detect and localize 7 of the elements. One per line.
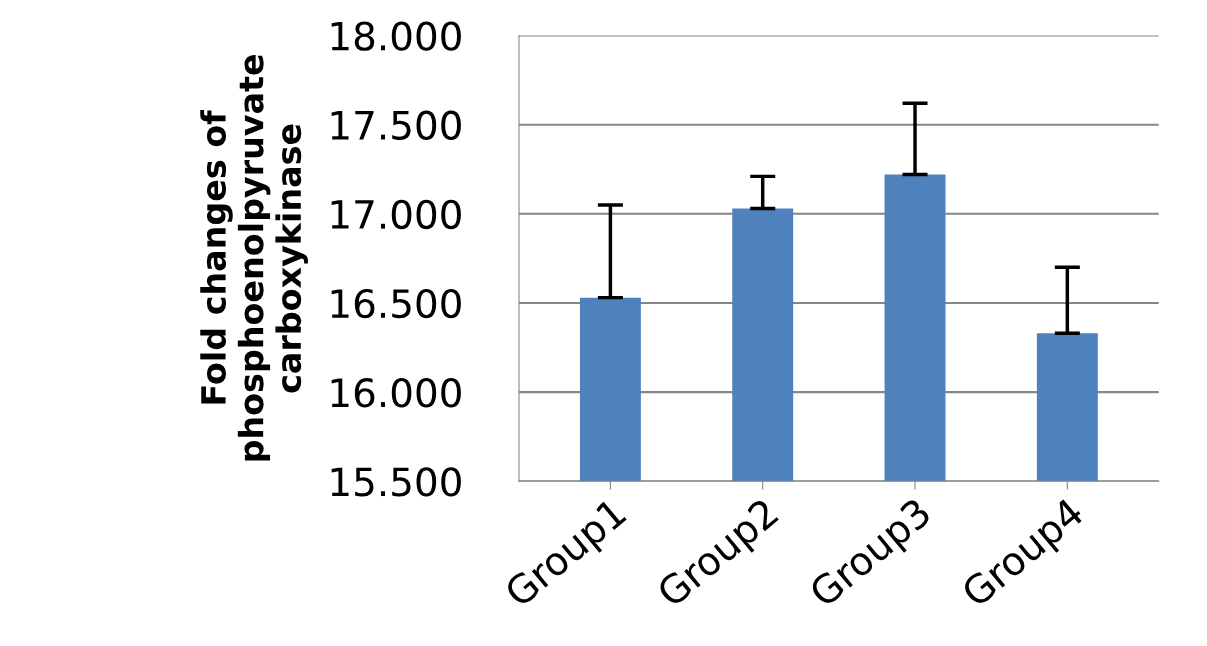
- y-axis-title: Fold changes of phosphoenolpyruvate carboxykinase: [200, 55, 308, 461]
- y-tick-label: 17.500: [331, 110, 461, 141]
- y-tick-label: 17.000: [331, 199, 461, 230]
- y-tick-label: 18.000: [331, 21, 461, 51]
- y-tick-label: 16.000: [331, 378, 461, 408]
- y-tick-label: 15.500: [331, 467, 461, 497]
- y-tick-label: 16.500: [331, 288, 461, 319]
